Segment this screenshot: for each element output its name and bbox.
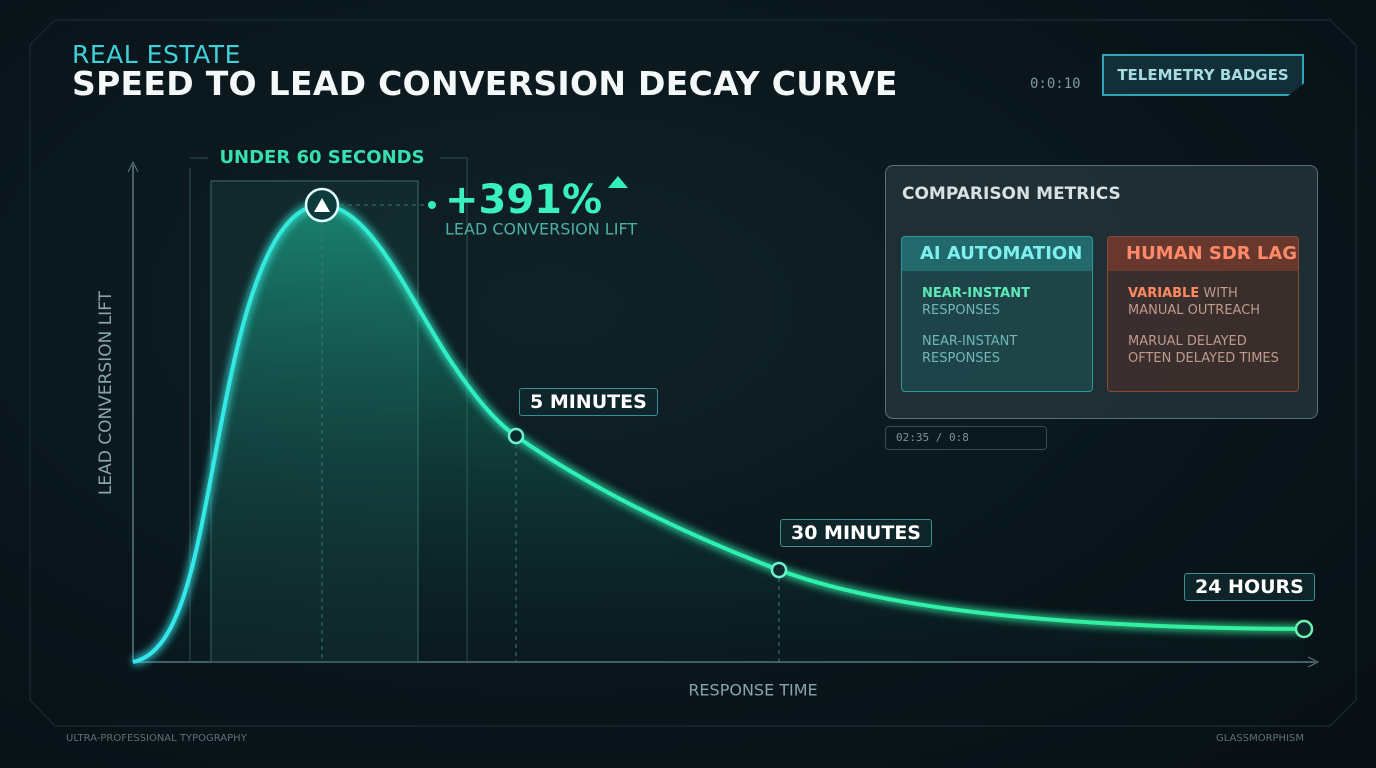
card-item: NEAR-INSTANT RESPONSES <box>922 333 1082 367</box>
curve-area <box>133 205 1304 662</box>
peak-icon <box>314 198 330 212</box>
card-item: VARIABLE WITH MANUAL OUTREACH <box>1128 285 1288 319</box>
x-axis-label: RESPONSE TIME <box>688 681 817 700</box>
lift-label: LEAD CONVERSION LIFT <box>445 220 637 239</box>
marker-label: 24 HOURS <box>1184 573 1315 601</box>
telemetry-badge[interactable]: TELEMETRY BADGES <box>1102 54 1304 96</box>
y-arrow <box>127 160 139 173</box>
item-strong: VARIABLE <box>1128 286 1200 301</box>
item-text: WITH MANUAL OUTREACH <box>1128 286 1261 318</box>
metric-card: AI AUTOMATION NEAR-INSTANT RESPONSES NEAR-… <box>901 236 1093 392</box>
item-strong: NEAR-INSTANT <box>922 286 1030 301</box>
footer-right: GLASSMORPHISM <box>1215 733 1304 744</box>
y-axis-label: LEAD CONVERSION LIFT <box>96 290 116 495</box>
metric-card: HUMAN SDR LAG VARIABLE WITH MANUAL OUTREA… <box>1107 236 1299 392</box>
guides <box>321 204 780 662</box>
marker <box>507 427 525 445</box>
panel-title: COMPARISON METRICS <box>902 184 1121 204</box>
card-item: MARUAL DELAYED OFTEN DELAYED TIMES <box>1128 333 1288 367</box>
footer-left: ULTRA-PROFESSIONAL TYPOGRAPHY <box>66 733 247 744</box>
card-title: AI AUTOMATION <box>902 237 1092 271</box>
item-text: MARUAL DELAYED OFTEN DELAYED TIMES <box>1128 334 1279 366</box>
up-arrow <box>608 176 628 188</box>
item-text: NEAR-INSTANT RESPONSES <box>922 334 1018 366</box>
marker <box>770 561 788 579</box>
frame <box>29 19 1357 727</box>
marker-label: 30 MINUTES <box>780 519 932 547</box>
x-arrow <box>1307 656 1320 668</box>
marker-label: 5 MINUTES <box>519 388 658 416</box>
dot <box>428 201 436 209</box>
comparison-panel: COMPARISON METRICS AI AUTOMATION NEAR-INS… <box>885 165 1318 419</box>
category: REAL ESTATE <box>72 40 241 69</box>
lift-value: +391% <box>445 177 602 223</box>
marker <box>1294 619 1314 639</box>
card-title: HUMAN SDR LAG <box>1108 237 1298 271</box>
curve <box>132 202 1305 664</box>
card-item: NEAR-INSTANT RESPONSES <box>922 285 1082 319</box>
timer: 0:0:10 <box>1030 76 1081 92</box>
title: SPEED TO LEAD CONVERSION DECAY CURVE <box>72 64 898 103</box>
window-label: UNDER 60 SECONDS <box>219 147 424 168</box>
item-text: RESPONSES <box>922 303 1001 318</box>
status-bar: 02:35 / 0:8 <box>885 426 1047 450</box>
